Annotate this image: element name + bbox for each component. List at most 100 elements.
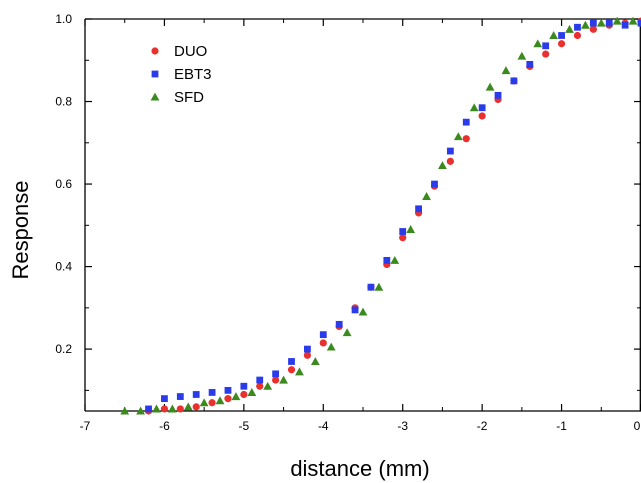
ebt3-point (192, 391, 200, 398)
sfd-point (263, 381, 273, 390)
ebt3-point (637, 19, 641, 27)
sfd-point (279, 375, 288, 384)
sfd-point (390, 255, 400, 264)
ebt3-point (589, 19, 597, 27)
duo-point (478, 112, 486, 120)
sfd-point (231, 392, 241, 401)
ebt3-point (240, 382, 248, 390)
duo-point (573, 31, 582, 40)
ebt3-point (161, 395, 168, 403)
legend-marker-duo (151, 47, 159, 55)
ebt3-point (510, 77, 518, 85)
sfd-point (485, 82, 495, 91)
ebt3-point (462, 118, 470, 126)
duo-point (224, 395, 232, 403)
sfd-point (453, 132, 463, 141)
duo-point (462, 135, 470, 143)
x-axis-title: distance (mm) (290, 456, 429, 481)
ebt3-point (335, 320, 343, 328)
ebt3-point (526, 60, 534, 68)
ebt3-point (288, 358, 295, 365)
legend-marker-sfd (150, 92, 160, 101)
x-axis-ticks: -7 -6 -5 -4 -3 -2 -1 0 (80, 19, 641, 433)
ebt3-point (542, 42, 550, 50)
legend: DUO EBT3 SFD (150, 43, 212, 106)
sfd-point (120, 406, 130, 415)
x-tick-label: -1 (556, 419, 567, 433)
sfd-point (310, 357, 320, 366)
duo-point (446, 157, 454, 165)
y-axis-title: Response (8, 180, 33, 279)
ebt3-point (494, 91, 502, 99)
ebt3-point (399, 228, 407, 235)
sfd-point (136, 406, 145, 415)
legend-label-sfd: SFD (174, 89, 204, 106)
duo-point (542, 50, 550, 58)
sfd-point (215, 396, 225, 405)
sfd-point (406, 225, 416, 233)
duo-point (272, 376, 280, 384)
sfd-point (533, 39, 543, 48)
sfd-point (374, 282, 384, 291)
ebt3-point (367, 283, 375, 291)
x-tick-label: -3 (397, 419, 408, 433)
legend-label-ebt3: EBT3 (174, 66, 212, 83)
ebt3-point (446, 147, 454, 155)
duo-point (399, 234, 407, 242)
sfd-point (199, 398, 209, 407)
sfd-point (549, 31, 559, 40)
sfd-point (358, 307, 368, 316)
sfd-point (517, 51, 527, 60)
sfd-point (469, 103, 479, 112)
sfd-point (167, 404, 177, 413)
duo-point (160, 405, 169, 413)
ebt3-point (574, 23, 581, 31)
duo-point (240, 390, 248, 399)
sfd-point (501, 66, 511, 75)
y-tick-label: 1.0 (55, 12, 72, 26)
y-tick-label: 0.8 (55, 95, 72, 109)
ebt3-point (272, 370, 280, 378)
ebt3-point (478, 104, 486, 112)
series-ebt3 (145, 19, 641, 413)
sfd-point (596, 18, 606, 27)
ebt3-point (621, 21, 629, 29)
sfd-point (342, 328, 352, 337)
x-tick-label: -7 (80, 419, 91, 433)
ebt3-point (304, 345, 311, 353)
duo-point (303, 351, 311, 359)
ebt3-point (176, 393, 184, 400)
ebt3-point (415, 205, 422, 213)
y-tick-label: 0.6 (55, 177, 72, 191)
duo-point (192, 403, 200, 411)
y-tick-label: 0.2 (55, 342, 72, 356)
series-sfd (120, 16, 638, 415)
x-tick-label: -2 (477, 419, 488, 433)
sfd-point (628, 16, 638, 25)
sfd-point (438, 161, 447, 170)
sfd-point (422, 192, 431, 200)
ebt3-point (319, 331, 327, 339)
ebt3-point (224, 386, 232, 394)
legend-label-duo: DUO (174, 43, 207, 60)
duo-point (176, 405, 184, 413)
ebt3-point (383, 256, 391, 264)
duo-point (208, 399, 216, 407)
y-axis-ticks: 0.2 0.4 0.6 0.8 1.0 (55, 12, 641, 391)
ebt3-point (145, 405, 152, 413)
ebt3-point (256, 376, 264, 384)
sfd-point (612, 16, 622, 25)
sfd-point (581, 20, 590, 29)
x-tick-label: -6 (159, 419, 170, 433)
sfd-point (295, 367, 304, 376)
ebt3-point (431, 180, 438, 188)
legend-marker-ebt3 (151, 70, 159, 78)
x-tick-label: 0 (634, 419, 641, 433)
ebt3-point (558, 32, 565, 39)
sfd-point (326, 342, 336, 351)
sfd-point (183, 402, 193, 411)
duo-point (319, 339, 327, 347)
duo-point (287, 366, 296, 374)
ebt3-point (351, 306, 359, 314)
